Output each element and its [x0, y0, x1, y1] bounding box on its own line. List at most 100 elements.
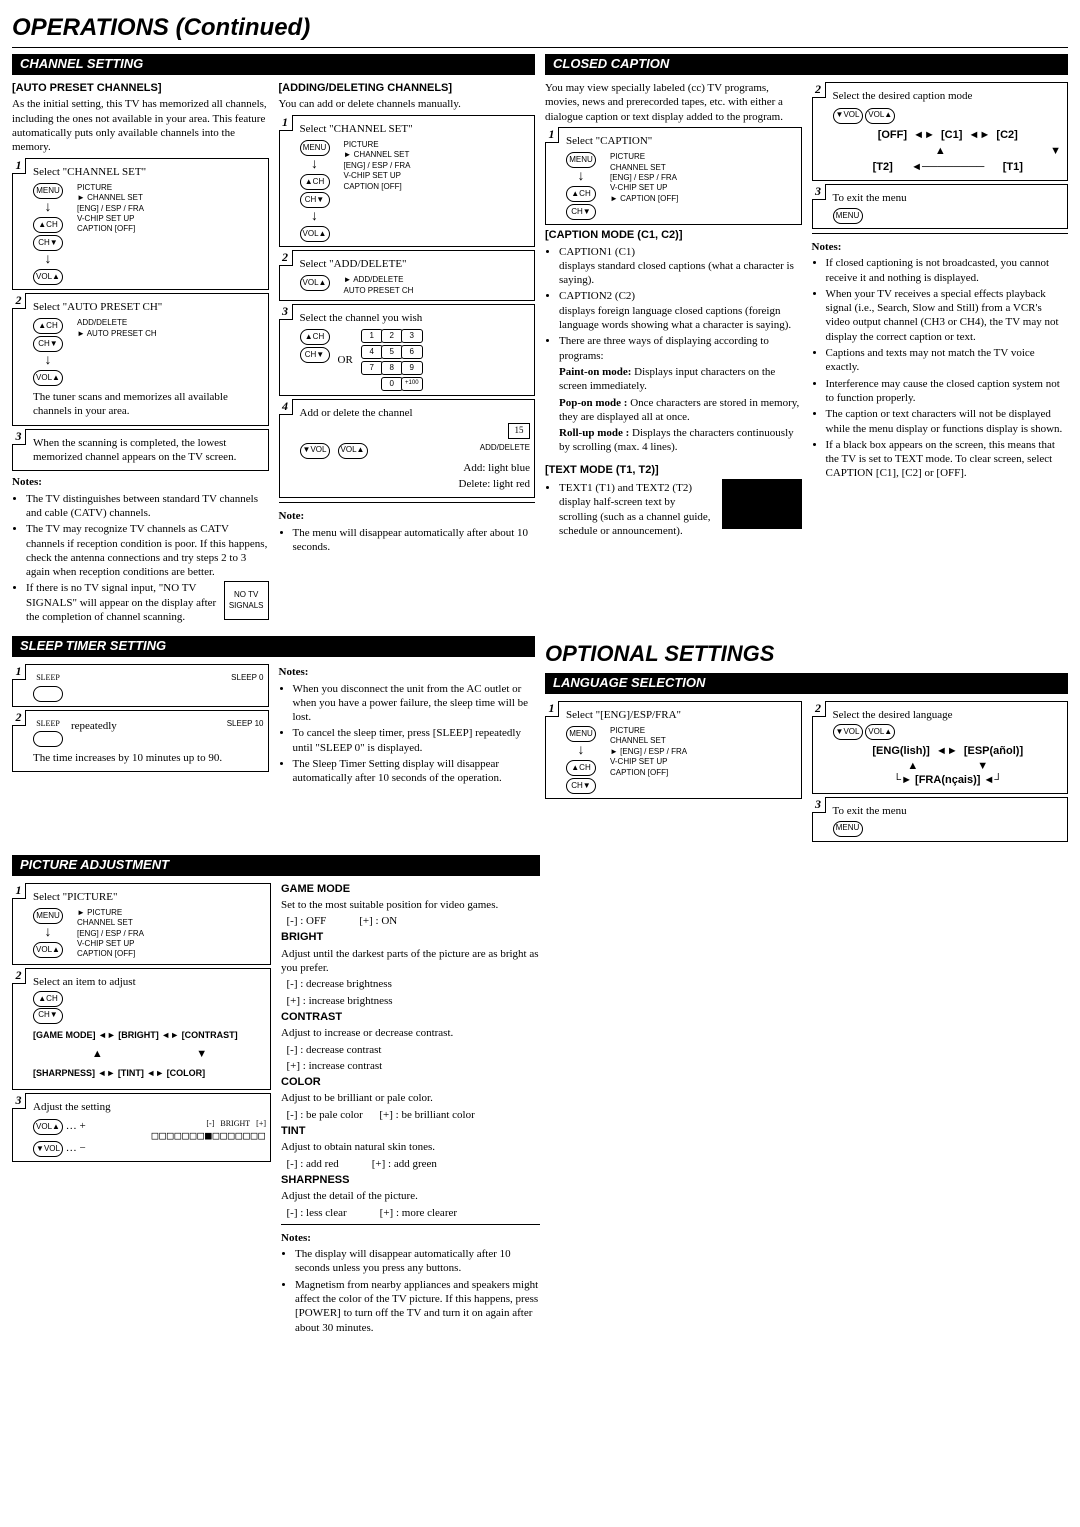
vol-up-button[interactable]: VOL▲	[300, 275, 330, 291]
minus: … −	[66, 1142, 86, 1154]
vol-dn-button[interactable]: ▼VOL	[833, 108, 863, 124]
key-3[interactable]: 3	[401, 329, 423, 343]
cc-step3-text: To exit the menu	[833, 191, 1064, 205]
step-num: 3	[279, 304, 293, 320]
ch-dn-button[interactable]: CH▼	[566, 778, 596, 794]
vol-up-button[interactable]: VOL▲	[865, 724, 895, 740]
ch-up-button[interactable]: ▲CH	[566, 186, 596, 202]
ch-up-button[interactable]: ▲CH	[300, 329, 330, 345]
ch-dn-button[interactable]: CH▼	[566, 204, 596, 220]
repeatedly: repeatedly	[71, 719, 117, 733]
ch-up-button[interactable]: ▲CH	[33, 217, 63, 233]
sleep-label: SLEEP	[36, 719, 60, 729]
notes-heading: Notes:	[279, 665, 536, 679]
sleep-button[interactable]	[33, 731, 63, 747]
ch-dn-button[interactable]: CH▼	[33, 235, 63, 251]
pic-step2-text: Select an item to adjust	[33, 975, 266, 989]
sleep-notes: When you disconnect the unit from the AC…	[279, 682, 536, 786]
adddel-note: The menu will disappear automatically af…	[293, 526, 536, 555]
key-7[interactable]: 7	[361, 361, 383, 375]
adddel-note-box: Note: The menu will disappear automatica…	[279, 502, 536, 554]
step-num: 2	[812, 701, 826, 717]
arrow-down-icon: ↓	[578, 170, 585, 184]
ch-up-button[interactable]: ▲CH	[33, 991, 63, 1007]
sleep-inc: The time increases by 10 minutes up to 9…	[33, 751, 264, 765]
ch-dn-button[interactable]: CH▼	[33, 1008, 63, 1024]
pic-notes-box: Notes: The display will disappear automa…	[281, 1224, 540, 1335]
channel-number: 15	[508, 423, 530, 439]
pic-step1-text: Select "PICTURE"	[33, 890, 266, 904]
ch-up-button[interactable]: ▲CH	[566, 760, 596, 776]
adddel-step-3: 3 Select the channel you wish ▲CH CH▼ OR…	[279, 304, 536, 396]
paint-mode: Paint-on mode: Paint-on mode: Displays i…	[559, 365, 802, 394]
step-num: 3	[12, 1093, 26, 1109]
vol-up-button[interactable]: VOL▲	[33, 370, 63, 386]
step-num: 2	[12, 968, 26, 984]
key-5[interactable]: 5	[381, 345, 403, 359]
ch-up-button[interactable]: ▲CH	[33, 318, 63, 334]
key-1[interactable]: 1	[361, 329, 383, 343]
adddel-step2-text: Select "ADD/DELETE"	[300, 257, 531, 271]
menu-button[interactable]: MENU	[33, 183, 63, 199]
pic-step3-text: Adjust the setting	[33, 1100, 266, 1114]
bright-body: Adjust until the darkest parts of the pi…	[281, 947, 540, 976]
adj-row-1: [GAME MODE] ◄► [BRIGHT] ◄► [CONTRAST]	[33, 1030, 266, 1042]
text-mode-body: TEXT1 (T1) and TEXT2 (T2) display half-s…	[559, 481, 714, 538]
tint-body: Adjust to obtain natural skin tones.	[281, 1140, 540, 1154]
ch-dn-button[interactable]: CH▼	[300, 347, 330, 363]
rule	[12, 47, 1068, 48]
cc-step-2: 2 Select the desired caption mode ▼VOL V…	[812, 82, 1069, 181]
key-0[interactable]: 0	[381, 377, 403, 391]
auto-preset-intro: As the initial setting, this TV has memo…	[12, 97, 269, 154]
vol-up-button[interactable]: VOL▲	[33, 269, 63, 285]
del-line: Delete: light red	[300, 477, 531, 491]
vol-up-button[interactable]: VOL▲	[865, 108, 895, 124]
menu-button[interactable]: MENU	[33, 908, 63, 924]
auto-step3-text: When the scanning is completed, the lowe…	[33, 436, 264, 465]
picture-left-col: 1 Select "PICTURE" MENU ↓ VOL▲ PICTURE C…	[12, 880, 271, 1337]
key-9[interactable]: 9	[401, 361, 423, 375]
note-heading: Note:	[279, 509, 536, 523]
key-4[interactable]: 4	[361, 345, 383, 359]
caption-mode-list: CAPTION1 (C1) displays standard closed c…	[545, 245, 802, 363]
osd-menu: PICTURE CHANNEL SET [ENG] / ESP / FRA V-…	[77, 908, 144, 960]
picture-right-col: GAME MODE Set to the most suitable posit…	[281, 880, 540, 1337]
ch-dn-button[interactable]: CH▼	[300, 192, 330, 208]
menu-button[interactable]: MENU	[833, 821, 863, 837]
step-num: 2	[279, 250, 293, 266]
vol-up-button[interactable]: VOL▲	[338, 443, 368, 459]
key-8[interactable]: 8	[381, 361, 403, 375]
vol-dn-button[interactable]: ▼VOL	[33, 1141, 63, 1157]
closed-caption-bar: CLOSED CAPTION	[545, 54, 1068, 75]
arrow-down-icon: ↓	[45, 201, 52, 215]
adj-row-2: [SHARPNESS] ◄► [TINT] ◄► [COLOR]	[33, 1068, 266, 1080]
vol-up-button[interactable]: VOL▲	[33, 942, 63, 958]
vol-dn-button[interactable]: ▼VOL	[300, 443, 330, 459]
vol-up-button[interactable]: VOL▲	[33, 1119, 63, 1135]
sleep-step-2: 2 SLEEP repeatedly SLEEP 10 The time inc…	[12, 710, 269, 773]
menu-button[interactable]: MENU	[300, 140, 330, 156]
key-2[interactable]: 2	[381, 329, 403, 343]
sleep-button[interactable]	[33, 686, 63, 702]
vol-dn-button[interactable]: ▼VOL	[833, 724, 863, 740]
add-line: Add: light blue	[300, 461, 531, 475]
menu-button[interactable]: MENU	[833, 208, 863, 224]
cc-notes: If closed captioning is not broadcasted,…	[812, 256, 1069, 480]
color-body: Adjust to be brilliant or pale color.	[281, 1091, 540, 1105]
key-100[interactable]: +100	[401, 377, 423, 391]
notes-heading: Notes:	[12, 475, 269, 489]
arrow-down-icon: ↓	[45, 354, 52, 368]
caption-cycle: [OFF] ◄► [C1] ◄► [C2] ▲▼ [T2] ◄──────── …	[833, 128, 1064, 175]
cc-notes-box: Notes: If closed captioning is not broad…	[812, 233, 1069, 481]
sleep-bar: SLEEP TIMER SETTING	[12, 636, 535, 657]
ch-up-button[interactable]: ▲CH	[300, 174, 330, 190]
vol-up-button[interactable]: VOL▲	[300, 226, 330, 242]
arrow-down-icon: ↓	[578, 744, 585, 758]
menu-button[interactable]: MENU	[566, 726, 596, 742]
pic-step-1: 1 Select "PICTURE" MENU ↓ VOL▲ PICTURE C…	[12, 883, 271, 965]
game-h: GAME MODE	[281, 882, 540, 896]
ch-dn-button[interactable]: CH▼	[33, 336, 63, 352]
key-6[interactable]: 6	[401, 345, 423, 359]
menu-button[interactable]: MENU	[566, 152, 596, 168]
optional-title: OPTIONAL SETTINGS	[545, 640, 1068, 669]
